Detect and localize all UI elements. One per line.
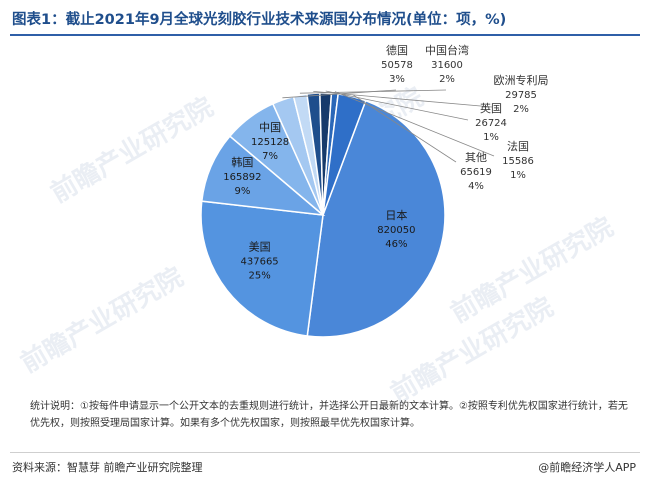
leader-line-9 [334, 91, 495, 157]
pie-slice-2 [200, 200, 324, 337]
leader-line-7 [313, 91, 493, 108]
slice-label-6: 中国台湾 [425, 43, 469, 57]
slice-label-8: 英国 [480, 101, 502, 115]
app-credit-text: @前瞻经济学人APP [538, 461, 636, 474]
slice-percent-9: 1% [510, 170, 526, 181]
slice-value-9: 15586 [502, 156, 534, 167]
slice-label-9: 法国 [507, 139, 529, 153]
app-credit: @前瞻经济学人APP [538, 459, 636, 475]
slice-value-3: 165892 [223, 172, 261, 183]
slice-percent-3: 9% [234, 186, 250, 197]
slice-percent-1: 46% [385, 239, 407, 250]
leader-line-6 [299, 89, 447, 94]
title-divider [10, 34, 640, 36]
slice-label-5: 德国 [386, 43, 408, 57]
chart-title: 图表1：截止2021年9月全球光刻胶行业技术来源国分布情况(单位：项，%) [12, 12, 507, 28]
slice-value-7: 29785 [505, 90, 537, 101]
slice-label-2: 美国 [249, 241, 271, 254]
slice-value-5: 50578 [381, 60, 413, 71]
pie-chart: 日本 820050 46% 美国 437665 25% 韩国 165892 9% 中国 125128… [200, 43, 549, 338]
slice-percent-8: 1% [483, 132, 499, 143]
slice-value-8: 26724 [475, 118, 507, 129]
slice-label-7: 欧洲专利局 [494, 73, 549, 87]
slice-value-10: 65619 [460, 167, 492, 178]
slice-value-1: 820050 [377, 225, 415, 236]
leader-line-10 [352, 94, 457, 163]
slice-value-4: 125128 [251, 137, 289, 148]
slice-percent-7: 2% [513, 104, 529, 115]
slice-percent-10: 4% [468, 181, 484, 192]
slice-percent-5: 3% [389, 74, 405, 85]
statistics-note: 统计说明：①按每件申请显示一个公开文本的去重规则进行统计，并选择公开日最新的文本… [30, 401, 628, 429]
slice-label-10: 其他 [465, 151, 487, 164]
pie-slice-1 [306, 99, 446, 338]
slice-percent-6: 2% [439, 74, 455, 85]
slice-percent-4: 7% [262, 151, 278, 162]
data-source: 资料来源：智慧芽 前瞻产业研究院整理 [12, 461, 203, 474]
slice-value-2: 437665 [241, 257, 279, 268]
leader-line-8 [325, 90, 469, 121]
slice-label-1: 日本 [385, 208, 407, 222]
slice-percent-2: 25% [248, 271, 270, 282]
footer-divider [10, 452, 640, 453]
slice-label-4: 中国 [259, 121, 281, 134]
slice-label-3: 韩国 [231, 155, 253, 169]
slice-value-6: 31600 [431, 60, 463, 71]
